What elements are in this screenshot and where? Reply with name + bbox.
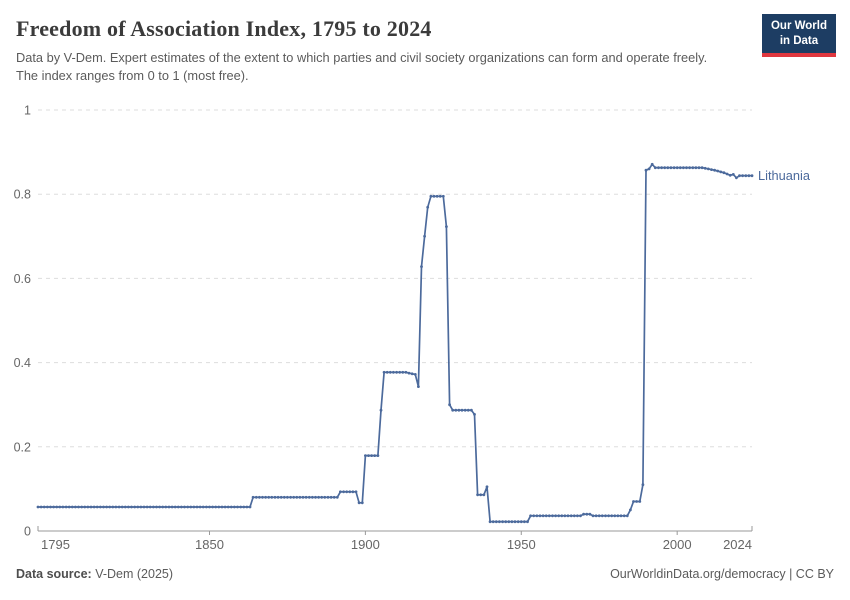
svg-text:1: 1 [24, 104, 31, 118]
svg-text:0.8: 0.8 [14, 188, 31, 202]
page-title: Freedom of Association Index, 1795 to 20… [16, 16, 432, 41]
svg-text:0.2: 0.2 [14, 440, 31, 454]
data-series-line[interactable] [36, 162, 754, 524]
svg-text:0.6: 0.6 [14, 272, 31, 286]
owid-logo[interactable]: Our World in Data [761, 14, 836, 57]
owid-license-link[interactable]: OurWorldinData.org/democracy | CC BY [610, 567, 834, 581]
y-axis-labels: 0 0.2 0.4 0.6 0.8 1 [14, 104, 31, 539]
svg-text:1795: 1795 [41, 537, 70, 552]
series-end-labels: Lithuania [758, 168, 811, 183]
svg-text:1950: 1950 [507, 537, 536, 552]
svg-text:0.4: 0.4 [14, 356, 31, 370]
owid-logo-line2: in Data [779, 34, 819, 47]
series-label-lithuania: Lithuania [758, 168, 811, 183]
svg-text:2000: 2000 [663, 537, 692, 552]
data-source-value: V-Dem (2025) [91, 567, 174, 581]
svg-text:2024: 2024 [723, 537, 752, 552]
gridlines [38, 109, 752, 448]
chart-header: Freedom of Association Index, 1795 to 20… [16, 16, 756, 85]
chart-subtitle: Data by V-Dem. Expert estimates of the e… [16, 50, 708, 84]
chart-footer: Data source: V-Dem (2025) OurWorldinData… [16, 567, 834, 581]
x-axis-labels: 1795 1850 1900 1950 2000 2024 [41, 537, 752, 552]
svg-text:1900: 1900 [351, 537, 380, 552]
owid-logo-line1: Our World [770, 20, 827, 32]
data-source-note: Data source: V-Dem (2025) [16, 567, 173, 581]
svg-text:1850: 1850 [195, 537, 224, 552]
data-source-label: Data source: [16, 567, 92, 581]
svg-text:0: 0 [24, 525, 31, 539]
x-axis [37, 526, 753, 535]
